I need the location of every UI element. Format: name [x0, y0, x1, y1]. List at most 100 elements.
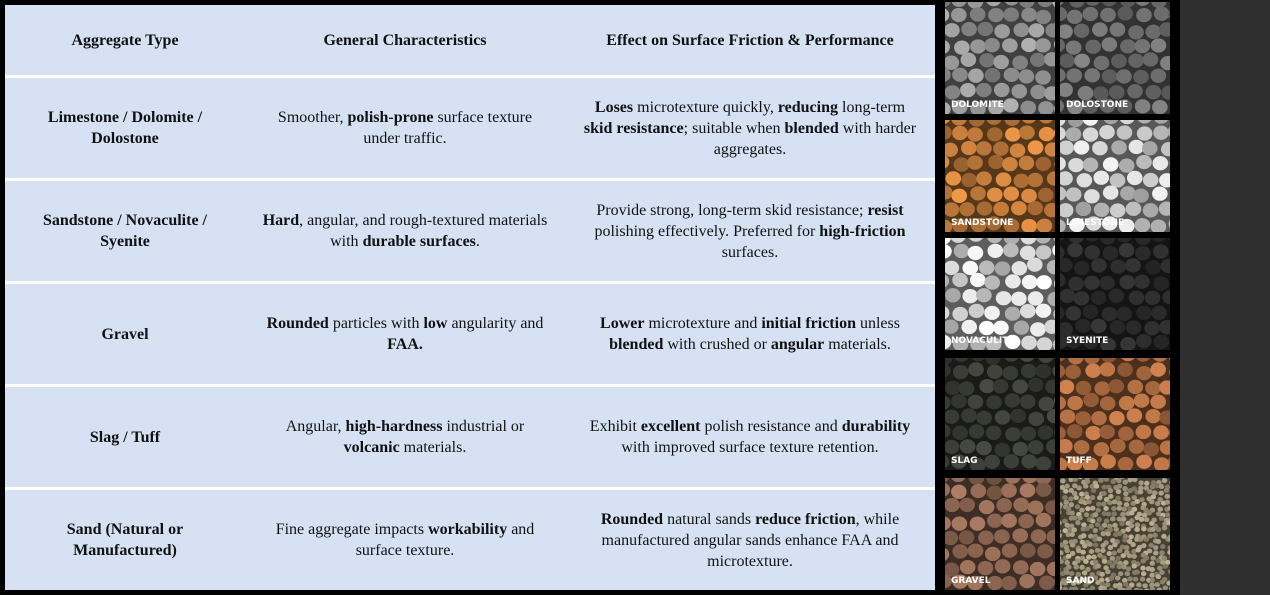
stone: [1021, 335, 1037, 350]
stone: [1069, 217, 1085, 232]
text-run: Slag / Tuff: [89, 428, 161, 446]
stone: [1035, 478, 1052, 485]
stone: [1035, 363, 1052, 379]
stone: [1117, 585, 1123, 590]
swatch: DOLOSTONE: [1060, 2, 1170, 114]
stone: [986, 216, 1002, 231]
table-cell: Limestone / Dolomite / Dolostone: [5, 78, 245, 178]
stone: [1072, 483, 1078, 489]
stone: [992, 379, 1009, 394]
stone: [1045, 23, 1055, 38]
stone: [1108, 85, 1125, 100]
stone: [1075, 548, 1082, 554]
stone: [1002, 365, 1019, 381]
stone: [1103, 496, 1110, 502]
stone: [1158, 515, 1165, 521]
stone: [1091, 554, 1097, 560]
stone: [1133, 393, 1150, 408]
stone: [1004, 120, 1020, 126]
stone: [1068, 570, 1075, 577]
stone: [1167, 545, 1170, 551]
swatch-label: DOLOSTONE: [1066, 100, 1128, 110]
stone: [1158, 484, 1165, 490]
stone: [1100, 547, 1106, 554]
stone: [1105, 511, 1112, 517]
stone: [1116, 548, 1123, 554]
stone: [1062, 586, 1068, 590]
stone: [1082, 334, 1099, 349]
stone: [1011, 261, 1028, 276]
stone: [1060, 504, 1062, 510]
stone: [1150, 362, 1167, 377]
stone: [1151, 2, 1167, 9]
stone: [951, 99, 968, 114]
stone: [1103, 505, 1109, 512]
stone: [1120, 511, 1126, 517]
stone: [1153, 358, 1167, 362]
stone: [1111, 550, 1118, 556]
stone: [1159, 173, 1170, 188]
stone: [1060, 334, 1068, 349]
stone: [996, 498, 1012, 513]
table-cell: Smoother, polish-prone surface texture u…: [245, 78, 565, 178]
stone: [1060, 120, 1066, 127]
stone: [1105, 531, 1111, 537]
text-run: industrial or: [442, 418, 525, 435]
stone: [1067, 242, 1083, 258]
stone: [1140, 571, 1147, 577]
stone: [1136, 366, 1152, 381]
stone: [1062, 539, 1069, 545]
stone: [1027, 377, 1044, 393]
stone: [1138, 485, 1144, 491]
stone: [945, 238, 951, 245]
stone: [1112, 542, 1118, 548]
stone: [1099, 238, 1116, 245]
text-run: with improved surface texture retention.: [621, 439, 879, 456]
stone: [1131, 478, 1138, 483]
stone: [1075, 318, 1091, 333]
stone: [968, 362, 984, 377]
stone: [961, 22, 977, 37]
stone: [1060, 273, 1066, 288]
stone: [1060, 203, 1074, 218]
stone: [1120, 336, 1136, 350]
stone: [1136, 126, 1153, 141]
stone: [1038, 396, 1055, 411]
text-run: .: [475, 233, 480, 250]
stone: [1077, 478, 1083, 480]
stone: [1120, 2, 1136, 8]
stone: [1168, 358, 1170, 361]
stone: [1144, 480, 1150, 486]
stone: [1075, 558, 1081, 564]
stone: [993, 201, 1009, 217]
stone: [951, 478, 966, 483]
stone: [1117, 6, 1134, 21]
stone: [968, 424, 985, 439]
stone: [971, 358, 985, 362]
stone: [1065, 187, 1082, 202]
stone: [967, 245, 984, 261]
stone: [1095, 579, 1101, 585]
stone: [945, 171, 962, 186]
stone: [961, 172, 977, 188]
stone: [1110, 537, 1116, 543]
stone: [976, 201, 993, 216]
swatch-label: NOVACULITE: [951, 336, 1015, 346]
stone: [1101, 358, 1117, 363]
stone: [1157, 565, 1163, 571]
stone: [1145, 24, 1162, 39]
stone: [1115, 489, 1122, 495]
table-cell: Rounded natural sands reduce friction, w…: [565, 490, 935, 590]
stone: [1060, 322, 1073, 337]
stone: [1027, 440, 1044, 455]
stone: [1035, 70, 1051, 85]
stone: [1037, 544, 1053, 559]
stone: [952, 125, 968, 141]
stone: [1153, 334, 1170, 350]
side-panel: [1180, 0, 1270, 595]
stone: [1153, 6, 1170, 21]
stone: [1019, 394, 1036, 409]
stone: [1068, 276, 1084, 291]
stone: [1127, 379, 1144, 395]
text-run: particles with: [328, 315, 424, 332]
